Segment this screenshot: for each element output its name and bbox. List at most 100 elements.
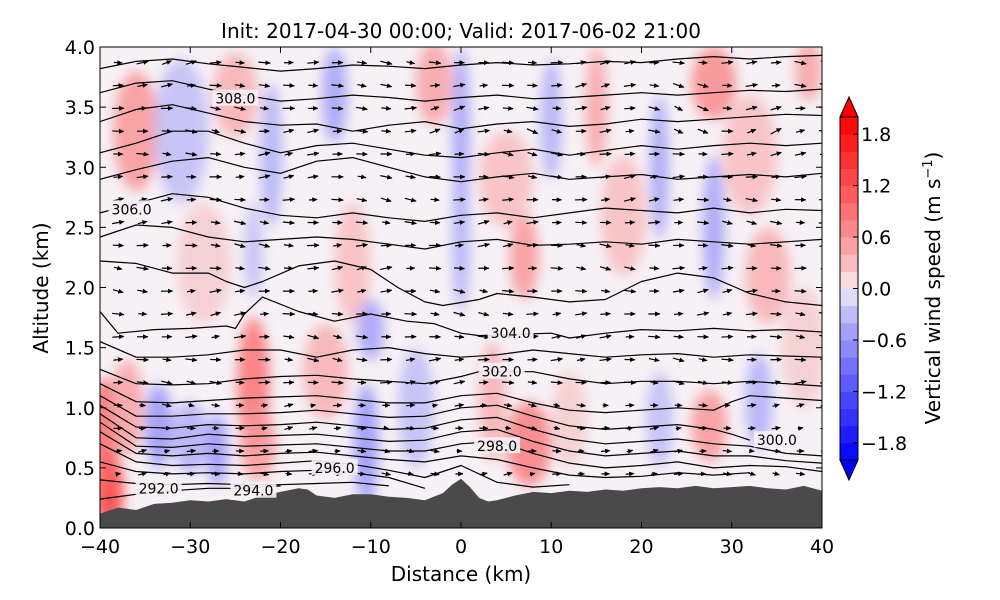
wind-arrow (356, 106, 368, 111)
wind-arrow (112, 311, 125, 317)
colorbar-label-exponent: −1 (921, 159, 936, 178)
wind-arrow (136, 174, 149, 180)
wind-arrow (139, 402, 147, 408)
wind-arrow (282, 311, 296, 317)
wind-arrow (406, 403, 416, 408)
wind-arrow (527, 380, 538, 385)
colorbar-band (840, 271, 858, 289)
wind-arrow (794, 83, 807, 89)
wind-arrow (624, 105, 636, 111)
theta-contour-line (100, 421, 822, 473)
wind-arrow (185, 311, 197, 317)
wind-arrow (648, 334, 661, 340)
wind-arrow (307, 151, 320, 157)
wind-arrow (501, 288, 515, 294)
wind-arrow (723, 197, 732, 202)
wind-arrow (161, 220, 173, 225)
theta-contour-line (100, 224, 822, 250)
terrain (100, 478, 822, 528)
wind-arrow (479, 83, 489, 88)
wind-arrow (672, 357, 685, 363)
wind-arrow (137, 83, 149, 88)
wind-arrow (357, 174, 367, 180)
wind-arrow (625, 128, 635, 134)
wind-arrow (819, 153, 822, 156)
contour-label: 294.0 (233, 484, 273, 500)
y-tick-label: 4.0 (65, 37, 95, 59)
x-tick-label: −30 (170, 536, 210, 558)
colorbar-tick-label: 0.0 (861, 279, 891, 301)
colorbar-tick-label: −0.6 (861, 330, 907, 352)
wind-arrow (624, 220, 636, 225)
y-tick-label: 3.5 (65, 97, 95, 119)
wind-arrow (745, 288, 759, 294)
wind-arrow (355, 242, 369, 248)
wind-arrow (478, 105, 490, 111)
wind-arrow (795, 334, 806, 340)
wind-arrow (576, 402, 587, 408)
wind-arrow (552, 448, 562, 454)
x-tick-label: 20 (629, 536, 653, 558)
colorbar-band (840, 425, 858, 444)
wind-arrow (258, 266, 271, 271)
wind-arrow (161, 60, 172, 66)
plot-area: 292.0 294.0 296.0 298.0 300.0 302.0 304.0 306.0… (99, 46, 823, 529)
colorbar-band (840, 254, 858, 272)
colorbar-band (840, 442, 858, 461)
wind-arrow (235, 60, 245, 66)
wind-arrow (185, 357, 198, 363)
colorbar-extend-min (839, 459, 859, 482)
y-tick-label: 0.5 (65, 458, 95, 480)
wind-arrow (210, 151, 222, 157)
y-axis: 0.0 0.5 1.0 1.5 2.0 2.5 3.0 3.5 4.0 (65, 37, 822, 540)
wind-arrow (357, 83, 367, 88)
wind-arrow (818, 311, 822, 314)
w-cell (702, 155, 725, 300)
x-tick-label: 0 (455, 536, 467, 558)
wind-arrow (357, 288, 367, 294)
wind-arrow (599, 266, 612, 271)
wind-arrow (795, 311, 806, 317)
wind-arrow (722, 220, 733, 225)
wind-arrow (405, 357, 416, 363)
x-tick-label: 40 (810, 536, 834, 558)
wind-arrow (284, 357, 294, 362)
contour-label: 296.0 (315, 461, 355, 477)
wind-arrow (258, 174, 271, 179)
theta-contour-line (100, 193, 822, 222)
wind-arrow (332, 128, 343, 134)
wind-arrow (259, 220, 270, 225)
chart-title: Init: 2017-04-30 00:00; Valid: 2017-06-0… (221, 19, 701, 43)
wind-arrow (600, 448, 611, 454)
wind-arrow (211, 128, 220, 134)
wind-arrow (576, 243, 587, 248)
wind-arrow (429, 83, 441, 88)
wind-arrow (186, 197, 197, 203)
wind-arrow (454, 357, 465, 363)
wind-arrow (503, 220, 513, 225)
wind-arrow (258, 243, 271, 248)
wind-arrow (380, 83, 393, 89)
wind-arrow (160, 197, 174, 202)
wind-arrow (770, 311, 783, 317)
wind-arrow (794, 60, 807, 66)
w-cell (794, 47, 822, 102)
theta-contours (100, 54, 822, 500)
wind-arrow (794, 357, 807, 363)
wind-arrow (282, 83, 295, 88)
wind-arrow (552, 311, 562, 317)
wind-arrow (307, 265, 320, 271)
wind-arrow (210, 220, 221, 225)
wind-arrow (672, 60, 686, 66)
wind-arrow (113, 380, 124, 385)
wind-arrow (428, 60, 442, 66)
wind-arrow (550, 151, 564, 157)
wind-arrow (673, 197, 685, 203)
wind-arrow (429, 288, 441, 294)
wind-arrow (697, 288, 709, 294)
wind-arrow (601, 197, 611, 203)
wind-arrow (575, 82, 588, 88)
wind-arrow (112, 128, 125, 134)
w-cell (415, 47, 452, 126)
